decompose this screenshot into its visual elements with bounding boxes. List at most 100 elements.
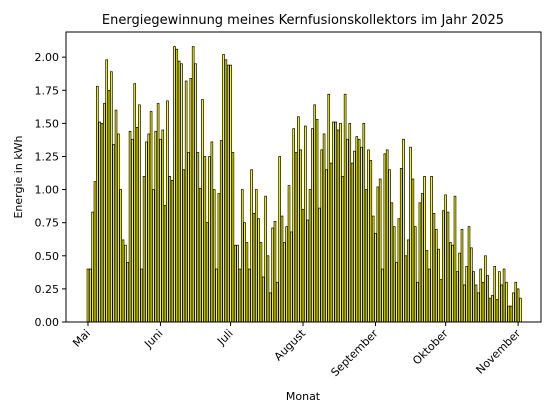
bar [437, 248, 440, 323]
bar [89, 268, 92, 323]
bar [145, 141, 148, 323]
bar [512, 292, 515, 323]
bar [306, 219, 309, 323]
bar [477, 292, 480, 323]
bar [138, 104, 141, 323]
bar [208, 156, 211, 323]
bar [409, 146, 412, 323]
bar [367, 149, 370, 323]
bar [516, 288, 520, 323]
bar [357, 138, 361, 323]
bar [507, 305, 511, 323]
bar [254, 189, 258, 323]
bar [486, 275, 489, 323]
bar [383, 153, 387, 323]
bar [250, 169, 253, 323]
bar [252, 213, 256, 323]
x-tick-label: September [328, 327, 381, 380]
bar [201, 99, 204, 323]
bar [278, 156, 281, 323]
y-tick-label: 0.00 [35, 316, 60, 329]
bar [399, 168, 403, 323]
bar [205, 222, 209, 323]
bar [112, 144, 115, 323]
bar [245, 242, 249, 323]
bar [327, 93, 331, 323]
bar [161, 129, 165, 323]
bar [91, 211, 94, 323]
bar [264, 195, 267, 323]
bar [210, 141, 214, 323]
bar [329, 162, 333, 323]
bar [170, 179, 174, 323]
bar [276, 281, 279, 323]
bar [103, 103, 106, 323]
bar [411, 178, 415, 323]
plot-frame [65, 31, 542, 323]
bar [509, 305, 513, 323]
bar [257, 218, 260, 323]
bar [96, 85, 99, 323]
bar [360, 146, 363, 323]
bar [374, 232, 377, 323]
y-tick-label: 1.25 [35, 150, 60, 163]
bar [121, 239, 125, 323]
bar [180, 63, 183, 323]
bar [470, 247, 473, 323]
bar [313, 104, 317, 323]
bar [308, 189, 312, 323]
bar [259, 242, 263, 323]
bar [156, 103, 160, 323]
bar [350, 162, 354, 323]
bar [217, 193, 221, 323]
bar [425, 250, 429, 323]
x-tick-label: Juni [141, 327, 165, 351]
bar [484, 255, 487, 323]
bar [488, 297, 492, 323]
bar [474, 284, 478, 323]
bar [481, 281, 485, 323]
x-tick-label: November [474, 327, 524, 377]
bar [472, 271, 475, 323]
y-tick-label: 1.50 [35, 117, 60, 130]
bar [453, 195, 457, 323]
bar [514, 281, 518, 323]
bar [124, 244, 127, 323]
bar [423, 175, 426, 323]
bar [420, 193, 424, 323]
bar [98, 121, 101, 323]
bar [355, 136, 359, 323]
bar [432, 213, 436, 323]
bar [299, 149, 302, 323]
bar [86, 268, 90, 323]
bar [135, 126, 139, 323]
bar [243, 222, 246, 323]
y-tick-label: 1.00 [35, 184, 60, 197]
bar [430, 175, 433, 323]
bar [107, 89, 111, 323]
bar [301, 209, 305, 323]
bar [311, 128, 314, 323]
bar [460, 228, 464, 323]
bar [159, 138, 162, 323]
bar [93, 181, 97, 323]
bar [114, 109, 118, 323]
bar [229, 64, 232, 323]
bar [236, 244, 239, 323]
bar [385, 149, 389, 323]
bar [191, 46, 195, 323]
bar [238, 268, 242, 323]
y-tick-label: 0.75 [35, 217, 60, 230]
bar [402, 138, 405, 323]
bar [519, 297, 522, 323]
bar [434, 228, 438, 323]
bar [320, 149, 324, 323]
bar [371, 215, 375, 323]
bar [285, 226, 288, 323]
bar [240, 189, 244, 323]
bar [439, 279, 443, 323]
bar [444, 194, 447, 323]
bar [292, 128, 295, 323]
bar [212, 189, 216, 323]
bar [196, 152, 200, 323]
